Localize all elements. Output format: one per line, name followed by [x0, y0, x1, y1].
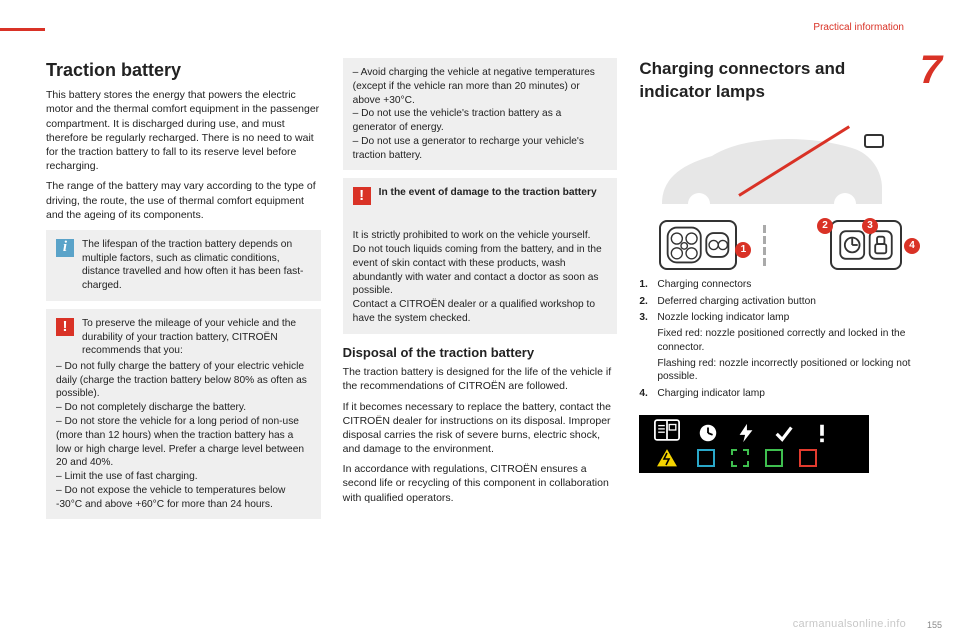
legend-num: 2.: [639, 295, 648, 309]
col3-title: Charging connectors and indicator lamps: [639, 58, 914, 104]
legend-item: 3. Nozzle locking indicator lamp Fixed re…: [639, 311, 914, 384]
column-2: – Avoid charging the vehicle at negative…: [343, 58, 618, 622]
warn-item: – Limit the use of fast charging.: [56, 470, 311, 484]
charging-status-strip: [639, 415, 869, 473]
status-square-row: [697, 449, 861, 467]
warn-callout-1: ! To preserve the mileage of your vehicl…: [46, 309, 321, 519]
status-square-red: [799, 449, 817, 467]
legend-num: 1.: [639, 278, 648, 292]
column-3: Charging connectors and indicator lamps: [639, 58, 914, 622]
legend-num: 3.: [639, 311, 648, 325]
damage-line: It is strictly prohibited to work on the…: [353, 229, 608, 243]
damage-line: Do not touch liquids coming from the bat…: [353, 243, 608, 298]
info-callout-text: The lifespan of the traction battery dep…: [56, 238, 311, 293]
col1-title: Traction battery: [46, 58, 321, 82]
callout-number-4: 4: [904, 238, 920, 254]
warn-item: – Do not expose the vehicle to temperatu…: [56, 484, 311, 512]
damage-title: In the event of damage to the traction b…: [379, 187, 597, 198]
disposal-para: If it becomes necessary to replace the b…: [343, 400, 618, 457]
chapter-number: 7: [920, 48, 942, 93]
diagram-legend: 1. Charging connectors 2. Deferred chargin…: [639, 278, 914, 401]
charging-port-icon: [659, 220, 737, 270]
damage-callout: ! In the event of damage to the traction…: [343, 178, 618, 333]
info-callout: i The lifespan of the traction battery d…: [46, 230, 321, 301]
disposal-para: In accordance with regulations, CITROËN …: [343, 462, 618, 505]
disposal-para: The traction battery is designed for the…: [343, 365, 618, 393]
col1-para2: The range of the battery may vary accord…: [46, 179, 321, 222]
status-icon-row: [697, 422, 861, 444]
damage-line: Contact a CITROËN dealer or a qualified …: [353, 298, 608, 326]
legend-text: Deferred charging activation button: [657, 296, 816, 307]
checkmark-icon: [773, 422, 795, 444]
connector-diagram: 1 2 3 4: [639, 120, 914, 270]
page-number: 155: [927, 620, 942, 630]
legend-sub: Fixed red: nozzle positioned correctly a…: [657, 327, 914, 355]
status-square-green: [765, 449, 783, 467]
legend-text: Charging connectors: [657, 279, 751, 290]
disposal-title: Disposal of the traction battery: [343, 344, 618, 362]
manual-book-icon: [653, 419, 681, 441]
warning-icon: !: [56, 318, 74, 336]
alert-icon: [811, 422, 833, 444]
lightning-bolt-icon: [735, 422, 757, 444]
warn-item: – Do not use the vehicle's traction batt…: [353, 107, 608, 135]
status-right: [687, 422, 861, 467]
warn-intro: To preserve the mileage of your vehicle …: [56, 317, 311, 358]
warn-item: – Do not store the vehicle for a long pe…: [56, 415, 311, 470]
vehicle-silhouette-icon: [657, 126, 887, 216]
charging-flap-icon: [864, 134, 884, 148]
callout-number-2: 2: [817, 218, 833, 234]
warn-item: – Do not fully charge the battery of you…: [56, 360, 311, 401]
warn-item: – Avoid charging the vehicle at negative…: [353, 66, 608, 107]
section-label: Practical information: [813, 22, 904, 33]
content-columns: Traction battery This battery stores the…: [46, 58, 914, 622]
legend-item: 2. Deferred charging activation button: [639, 295, 914, 309]
legend-text: Charging indicator lamp: [657, 388, 765, 399]
callout-number-1: 1: [735, 242, 751, 258]
col1-para1: This battery stores the energy that powe…: [46, 88, 321, 173]
callout-number-3: 3: [862, 218, 878, 234]
legend-item: 4. Charging indicator lamp: [639, 387, 914, 401]
legend-text: Nozzle locking indicator lamp: [657, 312, 789, 323]
warn-item: – Do not use a generator to recharge you…: [353, 135, 608, 163]
info-icon: i: [56, 239, 74, 257]
status-square-green-dashed: [731, 449, 749, 467]
diagram-separator: [761, 222, 767, 266]
legend-sub: Flashing red: nozzle incorrectly positio…: [657, 357, 914, 385]
warn-item: – Do not completely discharge the batter…: [56, 401, 311, 415]
legend-num: 4.: [639, 387, 648, 401]
status-square-blue: [697, 449, 715, 467]
legend-item: 1. Charging connectors: [639, 278, 914, 292]
clock-icon: [697, 422, 719, 444]
status-left-icons: [647, 419, 687, 469]
watermark-text: carmanualsonline.info: [793, 618, 906, 630]
warn-callout-contd: – Avoid charging the vehicle at negative…: [343, 58, 618, 170]
top-accent-bar: [0, 28, 45, 31]
column-1: Traction battery This battery stores the…: [46, 58, 321, 622]
high-voltage-warning-icon: [654, 447, 680, 469]
warning-icon: !: [353, 187, 371, 205]
